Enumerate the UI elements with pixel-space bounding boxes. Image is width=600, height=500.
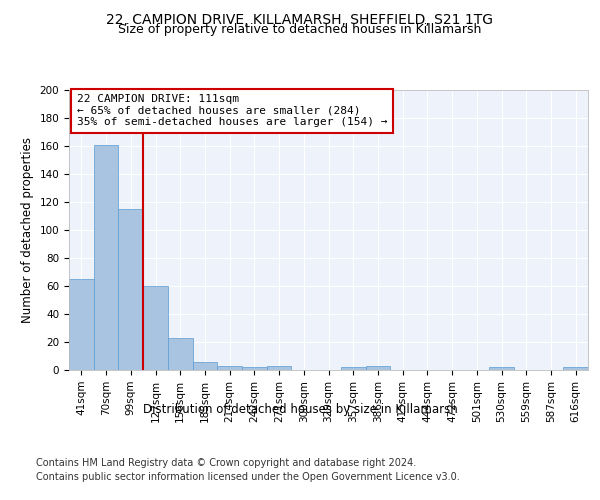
Text: 22 CAMPION DRIVE: 111sqm
← 65% of detached houses are smaller (284)
35% of semi-: 22 CAMPION DRIVE: 111sqm ← 65% of detach… — [77, 94, 387, 128]
Bar — [143, 286, 168, 370]
Text: Contains public sector information licensed under the Open Government Licence v3: Contains public sector information licen… — [36, 472, 460, 482]
Text: 22, CAMPION DRIVE, KILLAMARSH, SHEFFIELD, S21 1TG: 22, CAMPION DRIVE, KILLAMARSH, SHEFFIELD… — [107, 12, 493, 26]
Text: Distribution of detached houses by size in Killamarsh: Distribution of detached houses by size … — [143, 402, 457, 415]
Bar — [118, 209, 143, 370]
Text: Size of property relative to detached houses in Killamarsh: Size of property relative to detached ho… — [118, 22, 482, 36]
Bar — [168, 338, 193, 370]
Text: Contains HM Land Registry data © Crown copyright and database right 2024.: Contains HM Land Registry data © Crown c… — [36, 458, 416, 468]
Bar — [242, 367, 267, 370]
Bar — [341, 367, 365, 370]
Bar — [563, 367, 588, 370]
Bar — [365, 366, 390, 370]
Bar — [193, 362, 217, 370]
Bar — [94, 144, 118, 370]
Bar — [489, 367, 514, 370]
Y-axis label: Number of detached properties: Number of detached properties — [21, 137, 34, 323]
Bar — [69, 279, 94, 370]
Bar — [217, 366, 242, 370]
Bar — [267, 366, 292, 370]
